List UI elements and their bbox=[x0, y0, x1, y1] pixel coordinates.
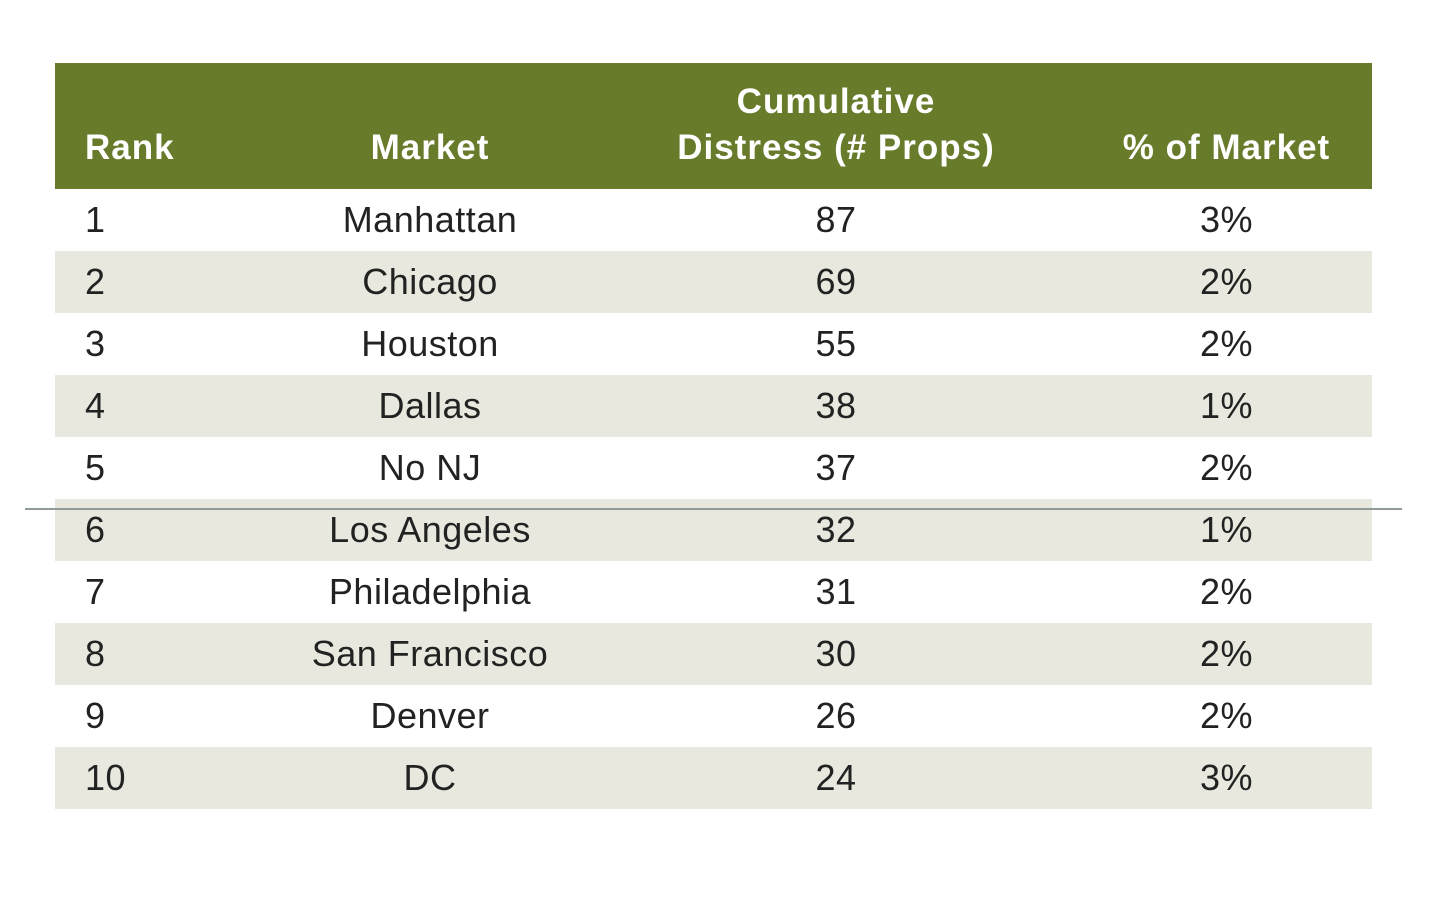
table-row: 8 San Francisco 30 2% bbox=[55, 623, 1372, 685]
distress-table: Rank Market Cumulative Distress (# Props… bbox=[55, 63, 1372, 809]
percent-of-market-cell: 2% bbox=[1199, 261, 1254, 302]
market-cell: Philadelphia bbox=[328, 571, 532, 612]
rank-cell: 2 bbox=[85, 261, 106, 302]
market-cell: San Francisco bbox=[311, 633, 549, 674]
market-cell: Chicago bbox=[362, 261, 498, 302]
market-cell: Manhattan bbox=[342, 199, 518, 240]
table-row: 10 DC 24 3% bbox=[55, 747, 1372, 809]
distress-count-cell: 30 bbox=[815, 633, 857, 674]
market-cell: No NJ bbox=[378, 447, 482, 488]
rank-cell: 6 bbox=[85, 509, 106, 550]
table-row: 9 Denver 26 2% bbox=[55, 685, 1372, 747]
percent-of-market-cell: 2% bbox=[1199, 323, 1254, 364]
distress-count-cell: 26 bbox=[815, 695, 857, 736]
rank-cell: 9 bbox=[85, 695, 106, 736]
rank-cell: 4 bbox=[85, 385, 106, 426]
distress-count-cell: 55 bbox=[815, 323, 857, 364]
percent-of-market-cell: 2% bbox=[1199, 447, 1254, 488]
column-header-market-label: Market bbox=[370, 128, 490, 167]
distress-count-cell: 37 bbox=[815, 447, 857, 488]
table-row: 4 Dallas 38 1% bbox=[55, 375, 1372, 437]
distress-count-cell: 32 bbox=[815, 509, 857, 550]
rank-cell: 1 bbox=[85, 199, 106, 240]
distress-count-cell: 31 bbox=[815, 571, 857, 612]
percent-of-market-cell: 1% bbox=[1199, 509, 1254, 550]
market-cell: Houston bbox=[361, 323, 499, 364]
percent-of-market-cell: 3% bbox=[1199, 757, 1254, 798]
rank-cell: 10 bbox=[85, 757, 127, 798]
column-header-market: Market bbox=[269, 63, 591, 189]
column-header-percent-label: % of Market bbox=[1122, 128, 1331, 167]
column-header-percent-of-market: % of Market bbox=[1081, 63, 1372, 189]
rank-cell: 8 bbox=[85, 633, 106, 674]
table-row: 2 Chicago 69 2% bbox=[55, 251, 1372, 313]
table-row: 1 Manhattan 87 3% bbox=[55, 189, 1372, 251]
percent-of-market-cell: 3% bbox=[1199, 199, 1254, 240]
column-header-rank: Rank bbox=[55, 63, 269, 189]
percent-of-market-cell: 1% bbox=[1199, 385, 1254, 426]
rank-cell: 5 bbox=[85, 447, 106, 488]
percent-of-market-cell: 2% bbox=[1199, 633, 1254, 674]
percent-of-market-cell: 2% bbox=[1199, 571, 1254, 612]
top-five-divider-line bbox=[25, 508, 1402, 510]
table-row: 3 Houston 55 2% bbox=[55, 313, 1372, 375]
table-header-row: Rank Market Cumulative Distress (# Props… bbox=[55, 63, 1372, 189]
table-body: 1 Manhattan 87 3% 2 Chicago 69 2% 3 Houston 55 2% 4 D… bbox=[55, 189, 1372, 809]
distress-count-cell: 38 bbox=[815, 385, 857, 426]
column-header-distress-line-1: Cumulative bbox=[736, 82, 936, 121]
market-cell: Dallas bbox=[378, 385, 482, 426]
table-row: 7 Philadelphia 31 2% bbox=[55, 561, 1372, 623]
distress-count-cell: 87 bbox=[815, 199, 857, 240]
percent-of-market-cell: 2% bbox=[1199, 695, 1254, 736]
column-header-distress: Cumulative Distress (# Props) bbox=[591, 63, 1081, 189]
column-header-distress-line-2: Distress (# Props) bbox=[677, 128, 995, 167]
market-cell: DC bbox=[403, 757, 457, 798]
market-cell: Los Angeles bbox=[329, 509, 531, 550]
rank-cell: 3 bbox=[85, 323, 106, 364]
market-cell: Denver bbox=[370, 695, 490, 736]
rank-cell: 7 bbox=[85, 571, 106, 612]
table-row: 5 No NJ 37 2% bbox=[55, 437, 1372, 499]
distress-count-cell: 69 bbox=[815, 261, 857, 302]
distress-count-cell: 24 bbox=[815, 757, 857, 798]
column-header-rank-label: Rank bbox=[85, 128, 175, 167]
